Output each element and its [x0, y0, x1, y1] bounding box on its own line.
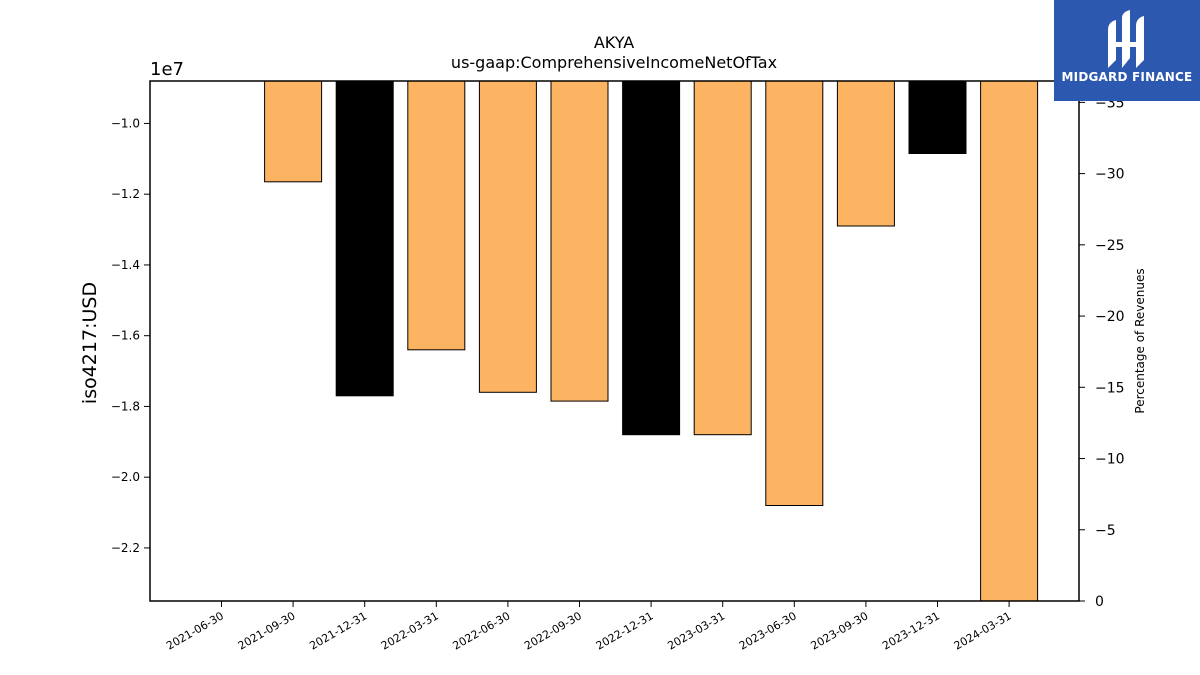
x-tick-label-2024-03-31: 2024-03-31: [952, 609, 1014, 652]
x-tick-label-2022-09-30: 2022-09-30: [522, 609, 584, 652]
y-offset-label: 1e7: [150, 59, 184, 80]
y2-tick-label-6: −30: [1095, 167, 1125, 183]
y2-axis-label: Percentage of Revenues: [1133, 268, 1147, 413]
y2-tick-label-1: −5: [1095, 523, 1116, 539]
chart-subtitle: us-gaap:ComprehensiveIncomeNetOfTax: [451, 53, 777, 72]
x-tick-label-2022-06-30: 2022-06-30: [451, 609, 513, 652]
x-tick-label-2023-06-30: 2023-06-30: [737, 609, 799, 652]
bar-2023-12-31: [908, 80, 967, 154]
bar-2022-12-31: [622, 80, 681, 436]
y2-tick-label-4: −20: [1095, 309, 1125, 325]
y-tick-label-0: −1.0: [111, 116, 140, 130]
x-tick-label-2021-09-30: 2021-09-30: [236, 609, 298, 652]
y2-axis: 0−5−10−15−20−25−30−35: [1079, 95, 1125, 610]
x-tick-label-2021-12-31: 2021-12-31: [307, 609, 369, 652]
bar-2021-12-31: [335, 80, 394, 397]
x-tick-label-2022-03-31: 2022-03-31: [379, 609, 441, 652]
y2-tick-label-0: 0: [1095, 594, 1104, 610]
y-tick-label-1: −1.2: [111, 187, 140, 201]
y2-tick-label-3: −15: [1095, 380, 1125, 396]
bar-2022-06-30: [478, 80, 537, 393]
y2-tick-label-5: −25: [1095, 238, 1125, 254]
y-tick-label-4: −1.8: [111, 399, 140, 413]
x-tick-label-2022-12-31: 2022-12-31: [594, 609, 656, 652]
x-tick-label-2023-09-30: 2023-09-30: [809, 609, 871, 652]
y-tick-label-3: −1.6: [111, 329, 140, 343]
bar-2023-03-31: [693, 80, 752, 436]
plot-frame: [149, 80, 1080, 602]
bar-2021-09-30: [264, 80, 323, 183]
y2-tick-label-2: −10: [1095, 452, 1125, 468]
y-axis-label: iso4217:USD: [79, 282, 101, 404]
bar-2022-03-31: [407, 80, 466, 351]
x-tick-label-2021-06-30: 2021-06-30: [164, 609, 226, 652]
x-tick-label-2023-12-31: 2023-12-31: [880, 609, 942, 652]
bar-2024-03-31: [980, 80, 1039, 602]
midgard-logo-icon: [1108, 10, 1144, 68]
x-axis: 2021-06-30 2021-09-30 2021-12-31 2022-03-31…: [164, 601, 1014, 653]
y-tick-label-2: −1.4: [111, 258, 140, 272]
brand-name: MIDGARD FINANCE: [1061, 70, 1193, 84]
x-tick-label-2023-03-31: 2023-03-31: [665, 609, 727, 652]
bar-2023-09-30: [836, 80, 895, 227]
y-tick-label-6: −2.2: [111, 541, 140, 555]
brand-logo: MIDGARD FINANCE: [1054, 0, 1200, 101]
y-tick-label-5: −2.0: [111, 470, 140, 484]
bars-group: [264, 80, 1039, 602]
bar-2023-06-30: [765, 80, 824, 506]
y-axis: −1.0 −1.2 −1.4 −1.6 −1.8 −2.0 −2.2: [111, 116, 150, 555]
bar-2022-09-30: [550, 80, 609, 402]
chart-title: AKYA: [594, 33, 634, 52]
